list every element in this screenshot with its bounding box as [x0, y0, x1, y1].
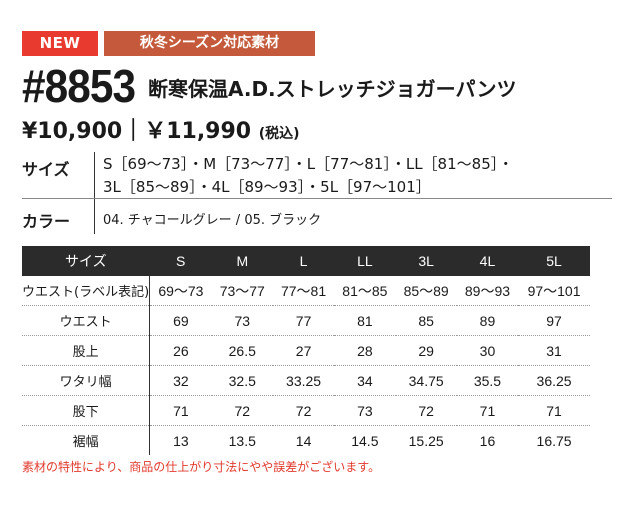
table-cell: 34 — [334, 365, 396, 396]
table-cell: 85～89 — [395, 276, 457, 306]
header-col: 5L — [518, 246, 590, 276]
table-cell: 73～77 — [211, 276, 273, 306]
table-cell: 26.5 — [211, 335, 273, 366]
size-table-header: サイズ S M L LL 3L 4L 5L — [22, 246, 590, 276]
table-cell: 69 — [149, 305, 212, 336]
season-material-badge: 秋冬シーズン対応素材 — [104, 31, 315, 56]
table-row: 股上 26 26.5 27 28 29 30 31 — [22, 335, 590, 366]
table-cell: 16.75 — [536, 432, 572, 449]
table-row: 裾幅 13 13.5 14 14.5 15.25 16 16.75 — [22, 425, 590, 455]
table-cell: 13 — [173, 432, 189, 449]
table-row: 股下 71 72 72 73 72 71 71 — [22, 395, 590, 426]
table-cell: 77～81 — [272, 276, 335, 306]
row-label: 股上 — [22, 335, 151, 366]
table-cell: 14 — [295, 432, 312, 449]
table-cell: 15.25 — [408, 432, 444, 449]
table-cell: 81 — [334, 305, 396, 336]
table-cell: 97～101 — [518, 276, 590, 306]
row-label: ウエスト(ラベル表記) — [22, 276, 151, 306]
header-size-label: サイズ — [22, 246, 150, 276]
table-row: ウエスト 69 73 77 81 85 89 97 — [22, 305, 590, 336]
table-cell: 13.5 — [228, 432, 256, 449]
table-cell: 32.5 — [211, 365, 273, 396]
size-table: サイズ S M L LL 3L 4L 5L ウエスト(ラベル表記) 69～73 73… — [22, 246, 590, 455]
spec-divider — [94, 152, 95, 234]
price-line: ¥10,900｜￥11,990 (税込) — [22, 117, 300, 149]
table-cell: 36.25 — [518, 365, 590, 396]
row-label: ワタリ幅 — [22, 365, 151, 396]
product-name: 断寒保温A.D.ストレッチジョガーパンツ — [148, 77, 517, 101]
row-label: ウエスト — [22, 305, 151, 336]
table-cell: 14.5 — [351, 432, 379, 449]
header-col: 3L — [395, 246, 457, 276]
table-cell: 85 — [395, 305, 457, 336]
header-col: LL — [334, 246, 396, 276]
size-label: サイズ — [22, 160, 70, 179]
size-list-line-2: 3L［85～89］・4L［89～93］・5L［97～101］ — [103, 178, 431, 196]
tolerance-note: 素材の特性により、商品の仕上がり寸法にやや誤差がございます。 — [22, 460, 381, 474]
table-cell: 73 — [211, 305, 273, 336]
table-row: ウエスト(ラベル表記) 69～73 73～77 77～81 81～85 85～89 89～9… — [22, 276, 590, 306]
header-col: L — [272, 246, 335, 276]
row-label: 裾幅 — [22, 425, 151, 455]
spec-separator — [22, 198, 612, 199]
table-cell: 77 — [272, 305, 335, 336]
table-cell: 35.5 — [456, 365, 519, 396]
table-cell: 71 — [149, 395, 212, 426]
table-cell: 32 — [149, 365, 212, 396]
table-cell: 34.75 — [395, 365, 457, 396]
row-label: 股下 — [22, 395, 151, 426]
table-cell: 31 — [518, 335, 590, 366]
table-cell: 72 — [211, 395, 273, 426]
table-cell: 30 — [456, 335, 519, 366]
table-cell: 72 — [395, 395, 457, 426]
header-col: M — [211, 246, 273, 276]
header-col: 4L — [456, 246, 519, 276]
new-badge: NEW — [22, 31, 98, 56]
table-cell: 73 — [334, 395, 396, 426]
table-cell: 81～85 — [334, 276, 396, 306]
table-cell: 89 — [456, 305, 519, 336]
table-cell: 72 — [272, 395, 335, 426]
model-number: #8853 — [22, 60, 136, 112]
table-cell: 33.25 — [272, 365, 335, 396]
color-label: カラー — [22, 212, 71, 231]
table-cell: 71 — [518, 395, 590, 426]
header-col: S — [149, 246, 212, 276]
table-cell: 28 — [334, 335, 396, 366]
table-cell: 69～73 — [149, 276, 212, 306]
table-cell: 89～93 — [456, 276, 519, 306]
table-cell: 26 — [149, 335, 212, 366]
table-cell: 97 — [518, 305, 590, 336]
price: ¥10,900｜￥11,990 — [22, 119, 252, 144]
table-cell: 16 — [479, 432, 496, 449]
table-cell: 71 — [456, 395, 519, 426]
table-cell: 27 — [272, 335, 335, 366]
tax-note: (税込) — [258, 126, 300, 142]
table-cell: 29 — [395, 335, 457, 366]
size-list-line-1: S［69～73］・M［73～77］・L［77～81］・LL［81～85］・ — [103, 155, 514, 173]
color-value: 04. チャコールグレー / 05. ブラック — [103, 213, 322, 228]
table-row: ワタリ幅 32 32.5 33.25 34 34.75 35.5 36.25 — [22, 365, 590, 396]
